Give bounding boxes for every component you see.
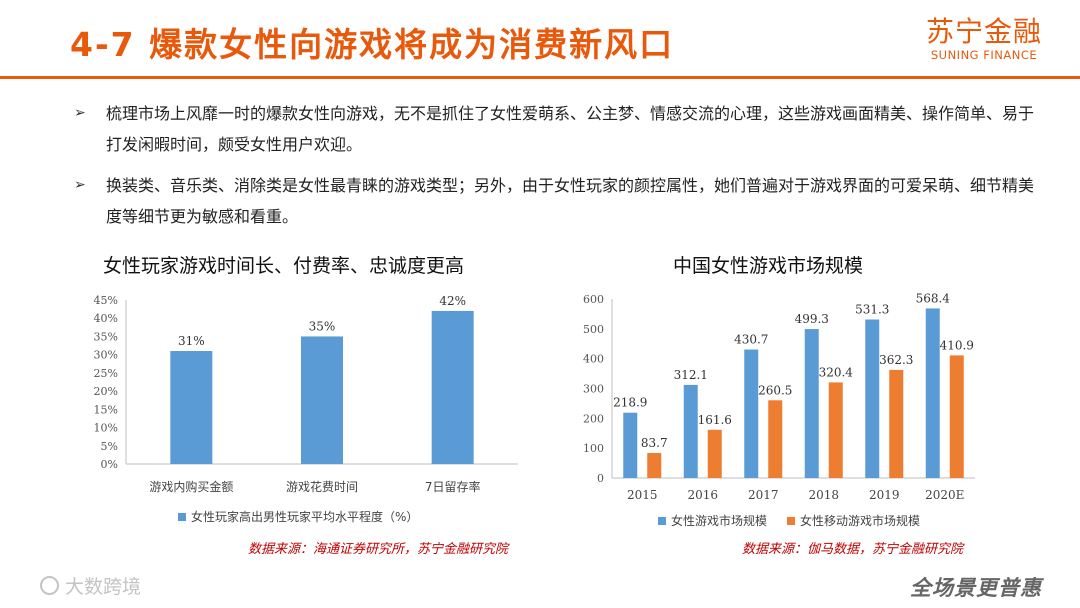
bar xyxy=(828,382,843,478)
data-label: 320.4 xyxy=(819,365,854,379)
bar xyxy=(431,310,474,464)
y-tick-label: 45% xyxy=(94,294,118,307)
brand-logo: 苏宁金融 SUNING FINANCE xyxy=(925,15,1042,63)
x-tick-label: 2017 xyxy=(748,488,779,502)
bar xyxy=(707,429,722,478)
data-label: 161.6 xyxy=(698,413,732,427)
bullet-item: ➢ 梳理市场上风靡一时的爆款女性向游戏，无不是抓住了女性爱萌系、公主梦、情感交流… xyxy=(74,98,1034,160)
bullet-arrow-icon: ➢ xyxy=(74,105,86,121)
x-tick-label: 2018 xyxy=(808,488,839,502)
footer-slogan: 全场景更普惠 xyxy=(910,576,1042,600)
logo-chinese-text: 苏宁金融 xyxy=(925,15,1042,48)
data-label: 35% xyxy=(309,319,336,333)
bar xyxy=(170,351,213,464)
logo-english-text: SUNING FINANCE xyxy=(930,48,1038,62)
data-label: 83.7 xyxy=(641,436,668,450)
x-tick-label: 2020E xyxy=(925,488,964,502)
x-tick-label: 游戏内购买金额 xyxy=(149,479,233,494)
y-tick-label: 15% xyxy=(94,403,118,416)
bullet-item: ➢ 换装类、音乐类、消除类是女性最青睐的游戏类型；另外，由于女性玩家的颜控属性，… xyxy=(74,170,1034,232)
data-label: 218.9 xyxy=(613,396,647,410)
bullet-arrow-icon: ➢ xyxy=(74,177,86,193)
right-chart-title: 中国女性游戏市场规模 xyxy=(673,255,864,277)
bar xyxy=(744,349,759,478)
bar xyxy=(623,412,638,478)
bullet-list: ➢ 梳理市场上风靡一时的爆款女性向游戏，无不是抓住了女性爱萌系、公主梦、情感交流… xyxy=(74,98,1034,242)
x-tick-label: 7日留存率 xyxy=(425,479,481,494)
y-tick-label: 40% xyxy=(94,312,118,325)
legend-label: 女性游戏市场规模 xyxy=(671,513,767,528)
bullet-text: 换装类、音乐类、消除类是女性最青睐的游戏类型；另外，由于女性玩家的颜控属性，她们… xyxy=(106,176,1035,226)
y-tick-label: 500 xyxy=(583,323,604,336)
legend-label: 女性玩家高出男性玩家平均水平程度（%） xyxy=(191,509,418,524)
left-chart-title: 女性玩家游戏时间长、付费率、忠诚度更高 xyxy=(103,255,465,277)
y-tick-label: 5% xyxy=(101,440,118,453)
data-label: 31% xyxy=(178,334,205,348)
y-tick-label: 600 xyxy=(583,293,604,306)
data-label: 312.1 xyxy=(674,368,708,382)
title-underline xyxy=(0,76,1080,79)
y-tick-label: 200 xyxy=(583,412,604,425)
legend-swatch xyxy=(787,517,795,525)
data-label: 499.3 xyxy=(795,312,829,326)
data-label: 410.9 xyxy=(940,338,974,352)
data-label: 260.5 xyxy=(758,383,792,397)
legend-swatch xyxy=(178,513,186,521)
bar xyxy=(683,384,698,478)
x-tick-label: 2019 xyxy=(869,488,900,502)
bar xyxy=(889,369,904,478)
bar xyxy=(865,319,880,478)
legend-label: 女性移动游戏市场规模 xyxy=(800,513,920,528)
x-tick-label: 2016 xyxy=(687,488,718,502)
watermark-text: 大数跨境 xyxy=(65,576,142,598)
y-tick-label: 10% xyxy=(94,422,118,435)
x-tick-label: 游戏花费时间 xyxy=(286,479,358,494)
x-tick-label: 2015 xyxy=(627,488,658,502)
watermark-logo-icon xyxy=(40,576,59,595)
watermark: 大数跨境 xyxy=(40,572,141,599)
y-tick-label: 0 xyxy=(597,472,604,485)
data-label: 362.3 xyxy=(879,353,913,367)
y-tick-label: 35% xyxy=(94,330,118,343)
data-label: 430.7 xyxy=(734,333,768,347)
bullet-text: 梳理市场上风靡一时的爆款女性向游戏，无不是抓住了女性爱萌系、公主梦、情感交流的心… xyxy=(106,104,1035,154)
data-label: 42% xyxy=(439,294,466,308)
header: 4-7 爆款女性向游戏将成为消费新风口 苏宁金融 SUNING FINANCE xyxy=(0,0,1080,79)
bar xyxy=(804,329,819,478)
y-tick-label: 100 xyxy=(583,442,604,455)
bar xyxy=(925,308,940,478)
y-tick-label: 0% xyxy=(101,458,118,471)
y-tick-label: 20% xyxy=(94,385,118,398)
y-tick-label: 25% xyxy=(94,367,118,380)
bar xyxy=(301,336,343,464)
right-chart-source: 数据来源：伽马数据，苏宁金融研究院 xyxy=(742,542,964,557)
legend-swatch xyxy=(658,517,666,525)
bar xyxy=(647,453,662,478)
bar xyxy=(768,400,783,478)
data-label: 568.4 xyxy=(916,291,951,305)
bar xyxy=(949,355,964,478)
left-chart-source: 数据来源：海通证券研究所，苏宁金融研究院 xyxy=(248,542,509,557)
page-title: 4-7 爆款女性向游戏将成为消费新风口 xyxy=(70,25,675,64)
data-label: 531.3 xyxy=(855,302,889,316)
y-tick-label: 30% xyxy=(94,349,118,362)
y-tick-label: 300 xyxy=(583,383,604,396)
y-tick-label: 400 xyxy=(583,353,604,366)
